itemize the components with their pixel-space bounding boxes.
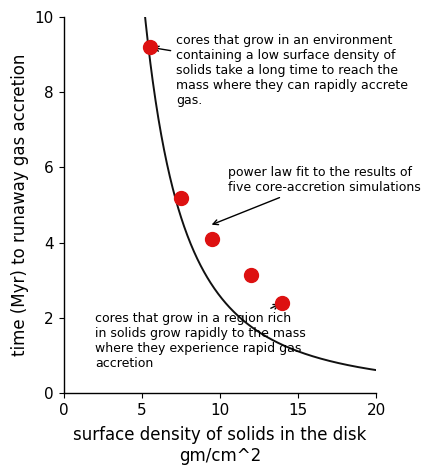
X-axis label: surface density of solids in the disk
gm/cm^2: surface density of solids in the disk gm… (73, 426, 367, 465)
Text: power law fit to the results of
five core-accretion simulations: power law fit to the results of five cor… (213, 166, 421, 225)
Point (248, 271, 254, 278)
Point (279, 299, 286, 307)
Point (178, 194, 184, 201)
Point (146, 43, 153, 51)
Text: cores that grow in a region rich
in solids grow rapidly to the mass
where they e: cores that grow in a region rich in soli… (95, 305, 306, 370)
Text: cores that grow in an environment
containing a low surface density of
solids tak: cores that grow in an environment contai… (154, 34, 408, 107)
Point (209, 235, 215, 243)
Y-axis label: time (Myr) to runaway gas accretion: time (Myr) to runaway gas accretion (11, 54, 29, 356)
